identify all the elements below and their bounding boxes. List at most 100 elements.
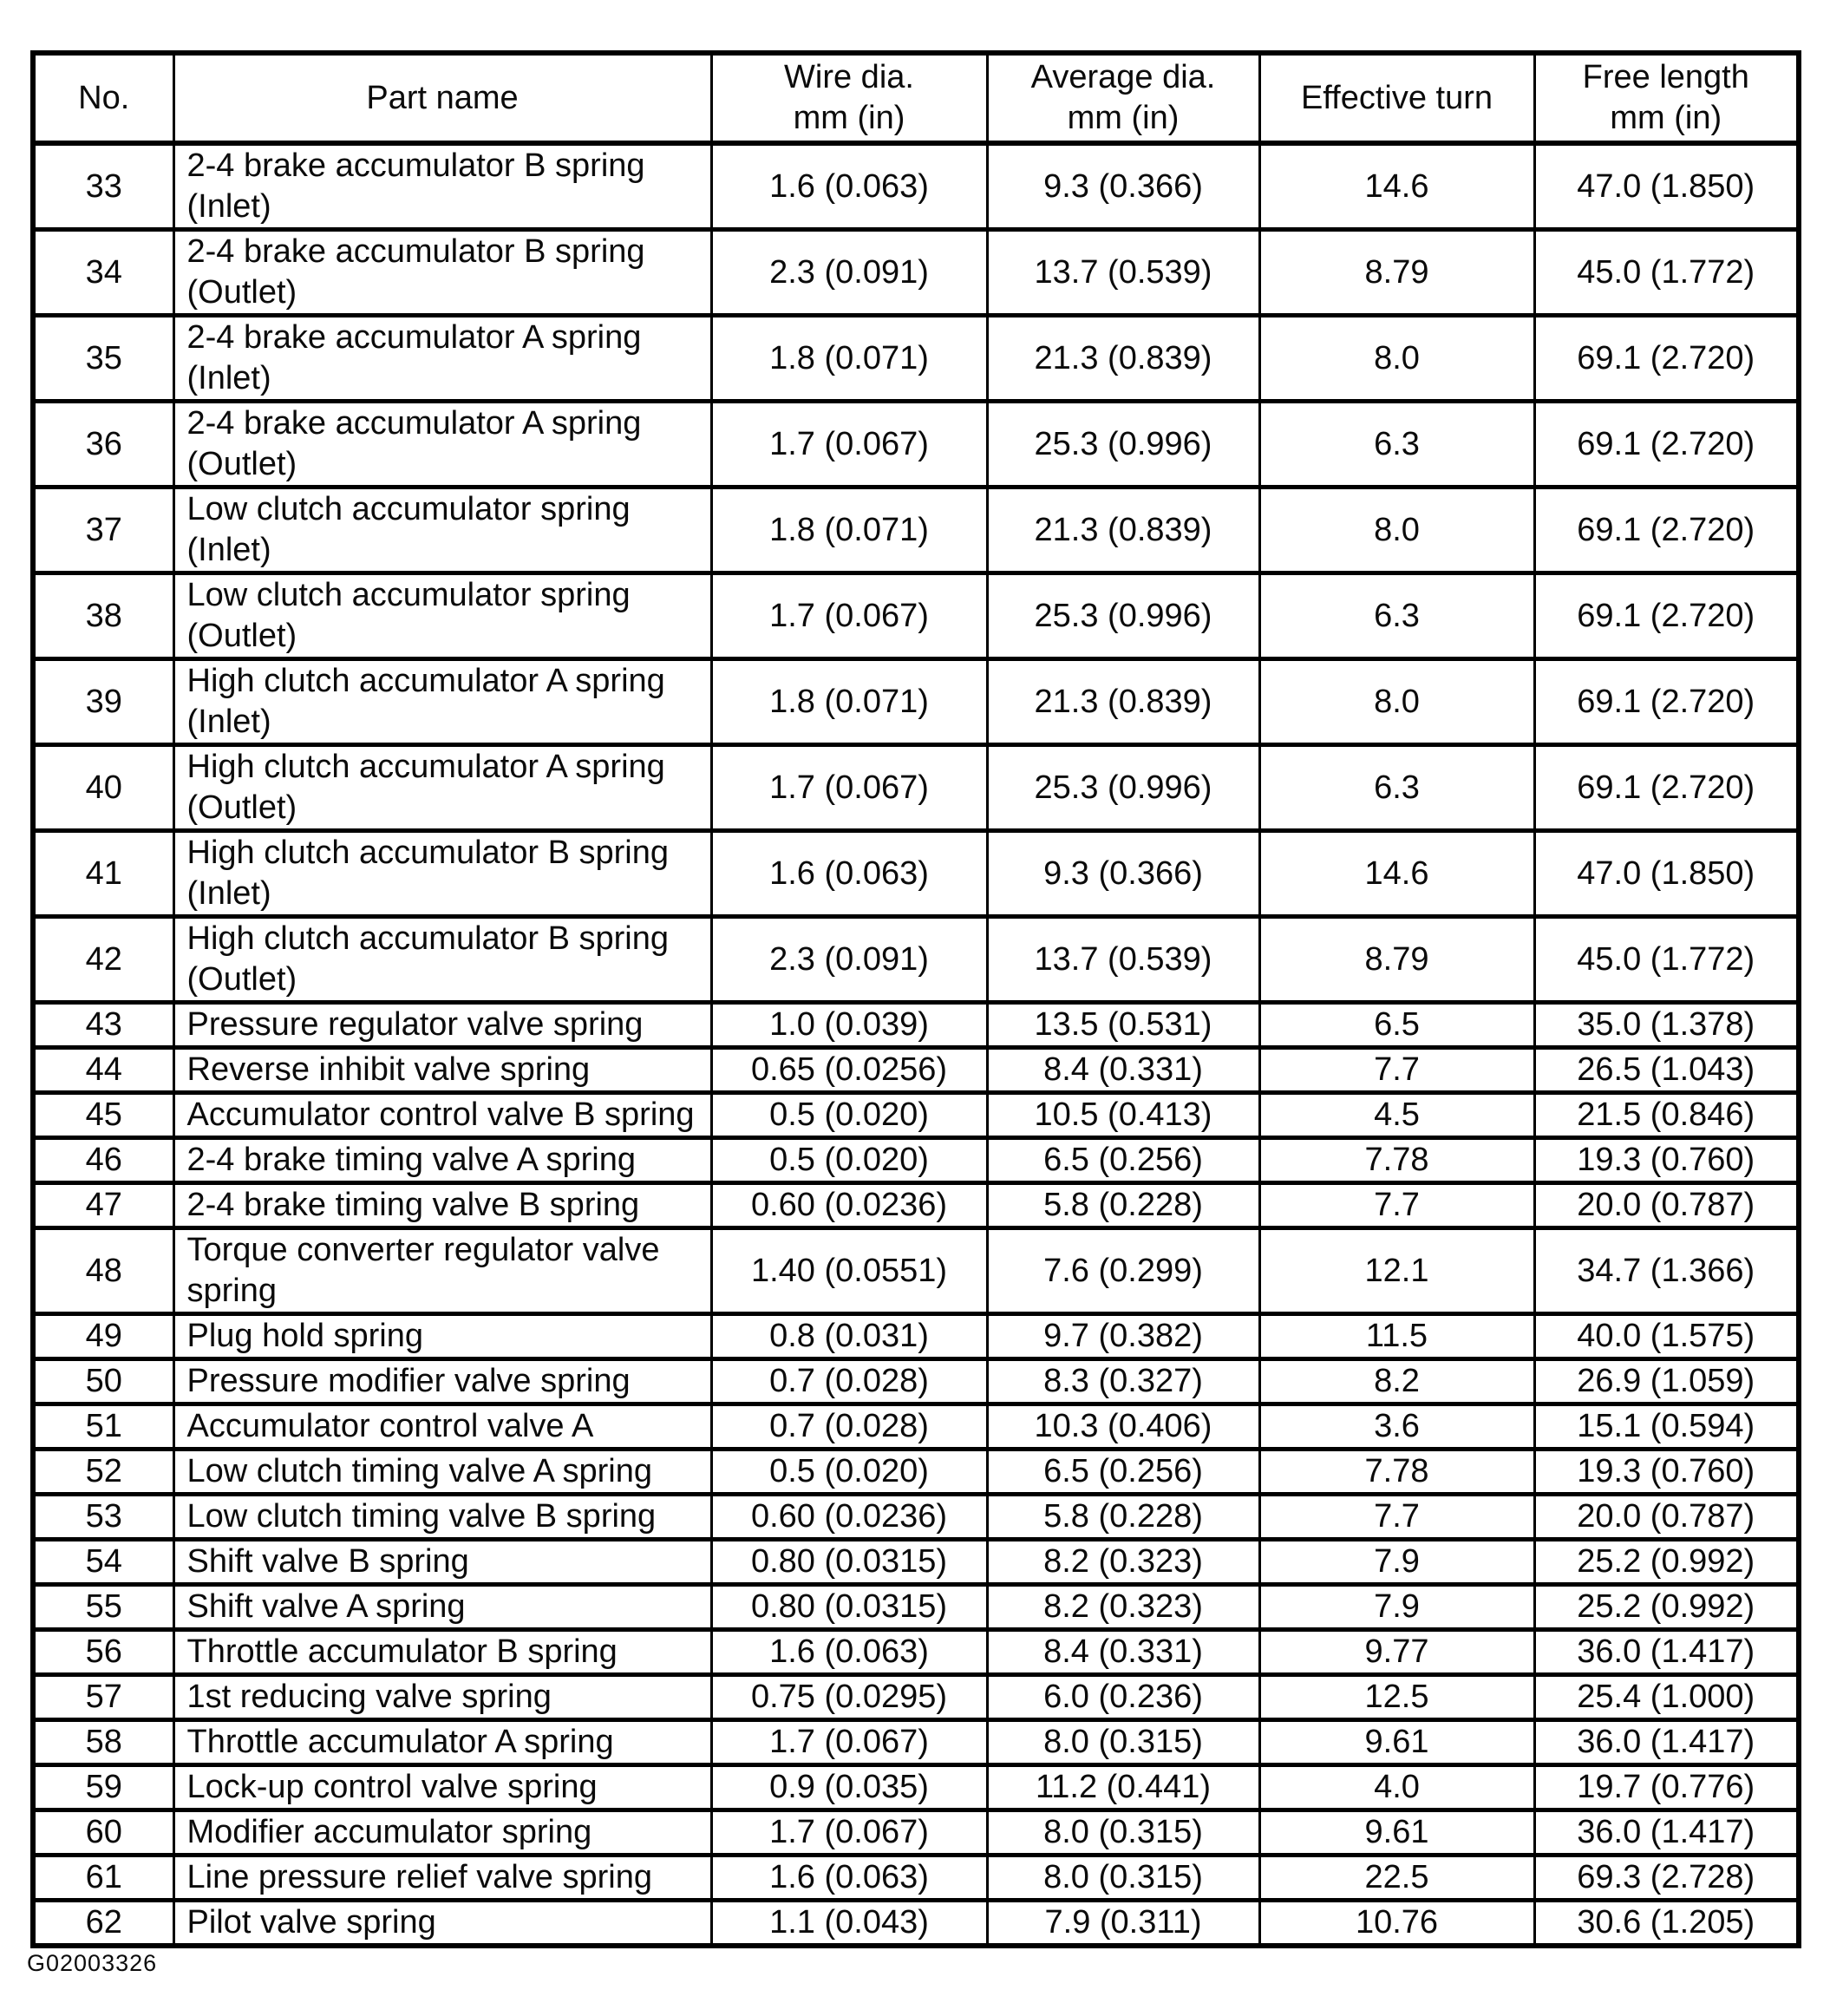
table-row: 46 2-4 brake timing valve A spring 0.5 (0.… — [31, 1136, 1801, 1185]
table-row: 49 Plug hold spring 0.8 (0.031) 9.7 (0.382)… — [31, 1312, 1801, 1361]
cell-no: 52 — [31, 1447, 175, 1496]
cell-average-dia: 8.0 (0.315) — [985, 1853, 1261, 1902]
cell-wire-dia: 1.6 (0.063) — [709, 141, 989, 232]
cell-wire-dia: 1.7 (0.067) — [709, 743, 989, 833]
cell-wire-dia: 0.5 (0.020) — [709, 1447, 989, 1496]
column-header-wire-dia: Wire dia. mm (in) — [709, 50, 989, 146]
cell-effective-turn: 22.5 — [1258, 1853, 1536, 1902]
cell-no: 45 — [31, 1090, 175, 1140]
cell-average-dia: 8.3 (0.327) — [985, 1357, 1261, 1406]
cell-effective-turn: 8.0 — [1258, 485, 1536, 575]
cell-average-dia: 10.5 (0.413) — [985, 1090, 1261, 1140]
cell-effective-turn: 6.3 — [1258, 399, 1536, 489]
cell-average-dia: 8.0 (0.315) — [985, 1808, 1261, 1857]
table-row: 43 Pressure regulator valve spring 1.0 (0.… — [31, 1000, 1801, 1050]
cell-average-dia: 10.3 (0.406) — [985, 1402, 1261, 1451]
table-row: 38 Low clutch accumulator spring (Outlet)… — [31, 571, 1801, 661]
cell-average-dia: 8.2 (0.323) — [985, 1537, 1261, 1587]
table-row: 45 Accumulator control valve B spring 0.5 … — [31, 1090, 1801, 1140]
cell-effective-turn: 12.1 — [1258, 1226, 1536, 1316]
cell-no: 61 — [31, 1853, 175, 1902]
spring-specification-table: No. Part name Wire dia. mm (in) Average … — [30, 50, 1801, 1948]
cell-free-length: 47.0 (1.850) — [1533, 141, 1801, 232]
cell-average-dia: 5.8 (0.228) — [985, 1181, 1261, 1230]
cell-average-dia: 21.3 (0.839) — [985, 485, 1261, 575]
cell-effective-turn: 14.6 — [1258, 141, 1536, 232]
cell-no: 36 — [31, 399, 175, 489]
cell-wire-dia: 0.5 (0.020) — [709, 1136, 989, 1185]
table-row: 40 High clutch accumulator A spring (Outl… — [31, 743, 1801, 833]
cell-effective-turn: 9.61 — [1258, 1718, 1536, 1767]
table-row: 50 Pressure modifier valve spring 0.7 (0.0… — [31, 1357, 1801, 1406]
cell-part-name: Pressure modifier valve spring — [172, 1357, 713, 1406]
table-row: 51 Accumulator control valve A 0.7 (0.028)… — [31, 1402, 1801, 1451]
cell-no: 53 — [31, 1492, 175, 1541]
cell-no: 62 — [31, 1898, 175, 1948]
cell-no: 42 — [31, 914, 175, 1005]
cell-wire-dia: 1.7 (0.067) — [709, 399, 989, 489]
cell-effective-turn: 12.5 — [1258, 1672, 1536, 1722]
table-row: 59 Lock-up control valve spring 0.9 (0.035… — [31, 1763, 1801, 1812]
cell-free-length: 25.4 (1.000) — [1533, 1672, 1801, 1722]
cell-free-length: 40.0 (1.575) — [1533, 1312, 1801, 1361]
table-row: 33 2-4 brake accumulator B spring (Inlet)… — [31, 141, 1801, 232]
cell-free-length: 69.1 (2.720) — [1533, 743, 1801, 833]
header-row: No. Part name Wire dia. mm (in) Average … — [31, 50, 1801, 146]
cell-part-name: Pressure regulator valve spring — [172, 1000, 713, 1050]
cell-part-name: Throttle accumulator B spring — [172, 1627, 713, 1677]
cell-part-name: Low clutch timing valve A spring — [172, 1447, 713, 1496]
cell-effective-turn: 4.0 — [1258, 1763, 1536, 1812]
cell-part-name: Low clutch accumulator spring (Outlet) — [172, 571, 713, 661]
table-header: No. Part name Wire dia. mm (in) Average … — [31, 50, 1801, 146]
cell-part-name: Low clutch timing valve B spring — [172, 1492, 713, 1541]
cell-part-name: 2-4 brake accumulator A spring (Inlet) — [172, 313, 713, 403]
cell-part-name: Low clutch accumulator spring (Inlet) — [172, 485, 713, 575]
cell-no: 48 — [31, 1226, 175, 1316]
cell-wire-dia: 1.40 (0.0551) — [709, 1226, 989, 1316]
cell-free-length: 19.3 (0.760) — [1533, 1136, 1801, 1185]
cell-average-dia: 7.6 (0.299) — [985, 1226, 1261, 1316]
cell-free-length: 45.0 (1.772) — [1533, 914, 1801, 1005]
table-row: 48 Torque converter regulator valve sprin… — [31, 1226, 1801, 1316]
cell-effective-turn: 3.6 — [1258, 1402, 1536, 1451]
table-row: 58 Throttle accumulator A spring 1.7 (0.06… — [31, 1718, 1801, 1767]
cell-average-dia: 6.5 (0.256) — [985, 1136, 1261, 1185]
cell-part-name: 2-4 brake timing valve B spring — [172, 1181, 713, 1230]
cell-part-name: High clutch accumulator B spring (Outlet… — [172, 914, 713, 1005]
cell-free-length: 36.0 (1.417) — [1533, 1627, 1801, 1677]
cell-no: 37 — [31, 485, 175, 575]
table-row: 55 Shift valve A spring 0.80 (0.0315) 8.2 (… — [31, 1582, 1801, 1632]
cell-free-length: 25.2 (0.992) — [1533, 1537, 1801, 1587]
cell-free-length: 69.1 (2.720) — [1533, 571, 1801, 661]
cell-wire-dia: 1.6 (0.063) — [709, 1853, 989, 1902]
cell-wire-dia: 1.1 (0.043) — [709, 1898, 989, 1948]
cell-wire-dia: 0.80 (0.0315) — [709, 1582, 989, 1632]
cell-average-dia: 25.3 (0.996) — [985, 743, 1261, 833]
column-header-no: No. — [31, 50, 175, 146]
cell-average-dia: 9.3 (0.366) — [985, 141, 1261, 232]
cell-effective-turn: 6.3 — [1258, 743, 1536, 833]
cell-free-length: 45.0 (1.772) — [1533, 227, 1801, 317]
cell-effective-turn: 7.9 — [1258, 1537, 1536, 1587]
cell-free-length: 20.0 (0.787) — [1533, 1492, 1801, 1541]
table-row: 41 High clutch accumulator B spring (Inle… — [31, 828, 1801, 919]
table-row: 56 Throttle accumulator B spring 1.6 (0.06… — [31, 1627, 1801, 1677]
table-body: 33 2-4 brake accumulator B spring (Inlet)… — [31, 141, 1801, 1948]
cell-part-name: 2-4 brake timing valve A spring — [172, 1136, 713, 1185]
table-row: 54 Shift valve B spring 0.80 (0.0315) 8.2 (… — [31, 1537, 1801, 1587]
cell-average-dia: 8.4 (0.331) — [985, 1627, 1261, 1677]
cell-average-dia: 13.7 (0.539) — [985, 914, 1261, 1005]
cell-part-name: Accumulator control valve B spring — [172, 1090, 713, 1140]
cell-no: 56 — [31, 1627, 175, 1677]
cell-average-dia: 7.9 (0.311) — [985, 1898, 1261, 1948]
cell-free-length: 69.3 (2.728) — [1533, 1853, 1801, 1902]
cell-part-name: Line pressure relief valve spring — [172, 1853, 713, 1902]
column-header-average-dia: Average dia. mm (in) — [985, 50, 1261, 146]
cell-part-name: Reverse inhibit valve spring — [172, 1045, 713, 1095]
cell-free-length: 20.0 (0.787) — [1533, 1181, 1801, 1230]
cell-average-dia: 13.7 (0.539) — [985, 227, 1261, 317]
cell-part-name: High clutch accumulator A spring (Outlet… — [172, 743, 713, 833]
cell-effective-turn: 7.78 — [1258, 1136, 1536, 1185]
cell-effective-turn: 9.77 — [1258, 1627, 1536, 1677]
